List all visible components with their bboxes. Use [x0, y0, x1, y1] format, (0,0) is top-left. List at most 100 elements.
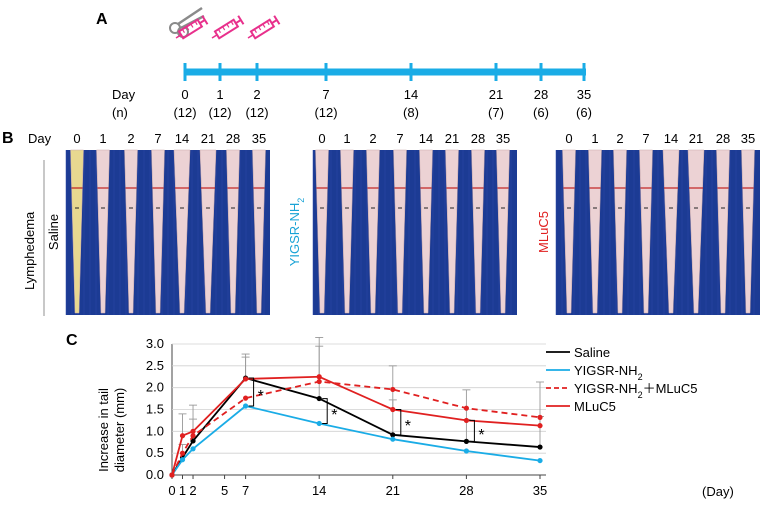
x-tick-label: 21 — [386, 483, 400, 498]
photo-day-label: 7 — [642, 131, 649, 146]
group-label: Saline — [46, 214, 61, 250]
timeline-count: (7) — [488, 105, 504, 120]
photo-day-label: 7 — [396, 131, 403, 146]
data-point — [390, 436, 396, 442]
tail-photo — [124, 149, 138, 314]
significance-bracket — [469, 419, 475, 442]
data-point — [537, 444, 543, 450]
timeline-count: (8) — [403, 105, 419, 120]
photo-day-label: 21 — [445, 131, 459, 146]
tail-photo — [226, 149, 240, 314]
photo-day-label: 28 — [471, 131, 485, 146]
group-label: YIGSR-NH2 — [287, 198, 306, 267]
tail-photo — [639, 149, 653, 314]
y-axis-label-line2: diameter (mm) — [112, 388, 127, 473]
tail-photo — [741, 149, 755, 314]
photo-day-label: 14 — [664, 131, 678, 146]
tail-photo — [687, 149, 705, 314]
timeline-n-label: (n) — [112, 105, 128, 120]
photo-day-label: 0 — [73, 131, 80, 146]
photo-day-label: 7 — [154, 131, 161, 146]
data-point — [390, 406, 396, 413]
syringe-icon — [247, 15, 281, 40]
series-line-3 — [171, 375, 541, 476]
timeline-count: (12) — [314, 105, 337, 120]
y-axis-label-line1: Increase in tail — [96, 388, 111, 472]
tail-photo — [613, 149, 627, 314]
syringe-icon — [175, 15, 209, 40]
tail-photo — [562, 149, 576, 314]
data-point — [537, 423, 543, 429]
photo-day-label: 21 — [689, 131, 703, 146]
lymphedema-label: Lymphedema — [22, 211, 37, 290]
tail-photo — [70, 149, 84, 314]
data-point — [243, 403, 249, 409]
significance-bracket — [248, 377, 255, 407]
tail-photo — [662, 149, 680, 314]
data-point — [537, 414, 543, 420]
photo-day-label: 14 — [419, 131, 433, 146]
significance-star: * — [258, 388, 264, 405]
data-point — [316, 374, 322, 380]
tail-photo — [588, 149, 602, 314]
photo-day-label: 0 — [565, 131, 572, 146]
y-tick-label: 1.5 — [146, 402, 164, 417]
data-point — [179, 450, 186, 456]
x-tick-label: 14 — [312, 483, 326, 498]
photo-day-label: 0 — [318, 131, 325, 146]
significance-bracket — [322, 398, 328, 424]
y-tick-label: 3.0 — [146, 336, 164, 351]
timeline-day: 28 — [534, 87, 548, 102]
timeline-day: 2 — [253, 87, 260, 102]
timeline-count: (12) — [208, 105, 231, 120]
photo-day-label: 21 — [201, 131, 215, 146]
data-point — [316, 420, 322, 427]
timeline-count: (6) — [576, 105, 592, 120]
tail-photo — [496, 149, 510, 314]
data-point — [390, 386, 396, 393]
photo-panel-1 — [312, 149, 517, 315]
timeline-day: 14 — [404, 87, 418, 102]
significance-bracket — [395, 409, 402, 436]
tail-photo — [716, 149, 730, 314]
tail-photo — [252, 149, 266, 314]
data-point — [190, 428, 196, 434]
x-tick-label: 35 — [533, 483, 547, 498]
photo-panel-0 — [65, 149, 270, 315]
tail-photo — [393, 149, 407, 314]
photo-day-label: 14 — [175, 131, 189, 146]
tail-photo — [340, 149, 354, 314]
photos-day-label: Day — [28, 131, 52, 146]
legend-label: MLuC5 — [574, 399, 616, 414]
x-tick-label: 28 — [459, 483, 473, 498]
tail-photo — [471, 149, 485, 314]
syringe-icon — [211, 15, 245, 40]
legend-label: YIGSR-NH2 — [574, 363, 643, 382]
timeline-count: (12) — [245, 105, 268, 120]
x-tick-label: 7 — [242, 483, 249, 498]
timeline-count: (6) — [533, 105, 549, 120]
line-chart: 0.0 0.5 1.0 1.5 2.0 2.5 3.0 0 1 2 5 7 14 21 28 35 * * * * — [146, 336, 547, 498]
legend-label: YIGSR-NH2＋MLuC5 — [574, 381, 698, 400]
photo-day-label: 28 — [226, 131, 240, 146]
significance-star: * — [478, 427, 484, 444]
data-point — [463, 405, 469, 411]
data-point — [390, 432, 396, 438]
significance-star: * — [331, 407, 337, 424]
x-tick-label: 2 — [189, 483, 196, 498]
data-point — [316, 395, 322, 402]
data-point — [316, 378, 322, 385]
data-point — [537, 457, 543, 464]
data-point — [243, 376, 249, 382]
group-label: MLuC5 — [536, 211, 551, 253]
timeline-day-label: Day — [112, 87, 136, 102]
timeline-day: 0 — [181, 87, 188, 102]
data-point — [243, 395, 249, 401]
x-tick-label: 1 — [179, 483, 186, 498]
data-point — [179, 433, 186, 439]
timeline-day: 1 — [216, 87, 223, 102]
series-line-2 — [171, 380, 541, 476]
y-tick-label: 0.0 — [146, 467, 164, 482]
photo-day-label: 1 — [343, 131, 350, 146]
